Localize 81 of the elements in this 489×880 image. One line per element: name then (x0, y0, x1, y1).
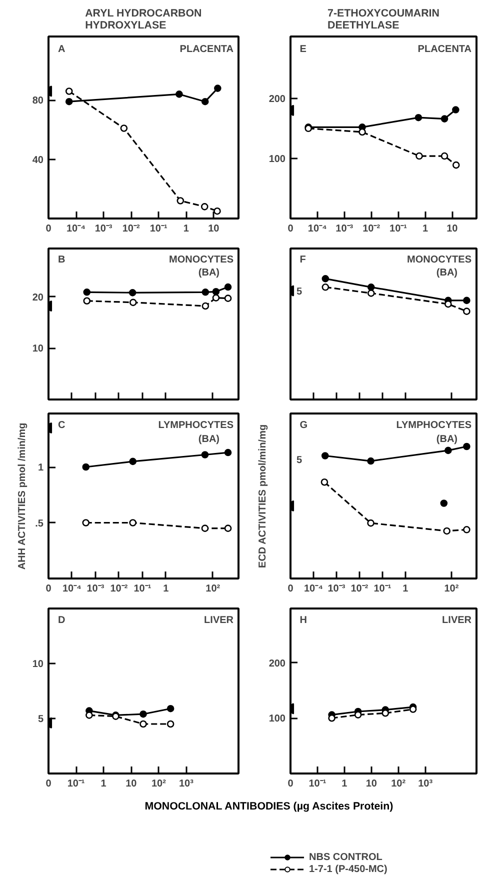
annotation: C (58, 420, 66, 432)
x-tick-label: 10³ (418, 778, 434, 790)
x-tick-label: 10 (366, 778, 378, 790)
y-tick-label: 20 (32, 292, 44, 304)
annotation: PLACENTA (418, 44, 472, 55)
y-tick-label: .5 (35, 518, 44, 530)
annotation: H (300, 615, 308, 626)
legend-label: NBS CONTROL (309, 851, 382, 863)
x-tick-label: 10⁻⁴ (62, 584, 82, 594)
text: (BA) (436, 434, 458, 446)
x-tick-label: 10² (151, 778, 167, 790)
annotation: PLACENTA (180, 44, 234, 55)
text: G (300, 420, 308, 432)
x-tick-label: 0 (288, 778, 294, 790)
x-tick-label: 0 (46, 778, 52, 790)
x-tick-label: 1 (342, 778, 348, 790)
annotation: B (58, 254, 66, 266)
text: LYMPHOCYTES (396, 420, 472, 432)
x-tick-label: 10⁻³ (94, 224, 113, 234)
x-tick-label: 0 (46, 584, 52, 594)
x-tick-label: 10⁻¹ (390, 224, 408, 234)
text: (BA) (436, 267, 458, 278)
x-tick-label: 10⁻¹ (150, 224, 168, 234)
x-axis-title: MONOCLONAL ANTIBODIES (µg Ascites Protein) (144, 800, 394, 813)
chart-title: ARYL HYDROCARBON HYDROXYLASE (85, 8, 202, 32)
annotation: 5 (296, 286, 302, 298)
x-tick-label: 1 (402, 584, 409, 594)
annotation: D (58, 615, 66, 626)
x-tick-label: 10⁻³ (328, 584, 346, 594)
x-tick-label: 10⁻² (362, 224, 381, 234)
y-tick-label: 1 (38, 462, 44, 474)
annotation: LYMPHOCYTES (158, 420, 234, 432)
y-tick-label: 80 (32, 96, 44, 107)
x-tick-label: 0 (288, 584, 294, 594)
annotation: LIVER (442, 615, 472, 626)
x-tick-label: 10⁻¹ (308, 778, 327, 790)
x-tick-label: 10 (126, 778, 138, 790)
x-tick-label: 1 (163, 584, 170, 594)
y-axis-title: ECD ACTIVITIES pmol/min/mg (258, 424, 268, 568)
legend-label: 1-7-1 (P-450-MC) (309, 863, 388, 875)
y-tick-label: 200 (268, 94, 286, 105)
annotation: A (58, 44, 66, 55)
y-tick-label: 5 (38, 714, 44, 725)
x-tick-label: 10⁻¹ (67, 778, 86, 790)
annotation: LIVER (204, 615, 234, 626)
x-tick-label: 10⁻³ (336, 224, 354, 234)
x-tick-label: 10⁻³ (86, 584, 105, 594)
x-tick-label: 10 (208, 224, 220, 234)
x-tick-label: 10⁻¹ (134, 584, 152, 594)
text: F (300, 254, 306, 266)
x-tick-label: 1 (100, 778, 107, 790)
x-tick-label: 1 (183, 224, 190, 234)
y-tick-label: 100 (268, 714, 286, 725)
y-tick-label: 100 (268, 154, 286, 165)
x-tick-label: 0 (46, 224, 52, 234)
text: MONOCYTES (407, 254, 472, 266)
y-tick-label: 40 (32, 154, 44, 166)
annotation: E (300, 44, 307, 55)
x-tick-label: 10⁻⁴ (304, 584, 324, 594)
y-tick-label: 10 (32, 344, 44, 355)
x-tick-label: 10⁻¹ (374, 584, 392, 594)
x-tick-label: 1 (422, 224, 428, 234)
x-tick-label: 10⁻⁴ (66, 224, 86, 234)
annotation: 5 (296, 455, 302, 466)
x-tick-label: 0 (288, 224, 294, 234)
chart-title: 7-ETHOXYCOUMARIN DEETHYLASE (328, 8, 440, 32)
x-tick-label: 10⁻² (350, 584, 369, 594)
x-tick-label: 10² (391, 778, 406, 790)
x-tick-label: 10³ (179, 778, 194, 790)
x-tick-label: 10² (444, 584, 460, 594)
annotation: (BA) (198, 434, 220, 446)
annotation: MONOCYTES (169, 254, 234, 266)
x-tick-label: 10⁻⁴ (308, 224, 328, 234)
y-tick-label: 200 (268, 658, 286, 670)
x-tick-label: 10² (206, 584, 221, 594)
y-axis-title: AHH ACTIVITIES pmol /min/mg (17, 422, 28, 570)
x-tick-label: 10⁻² (110, 584, 128, 594)
y-tick-label: 10 (32, 659, 44, 670)
x-tick-label: 10 (446, 224, 458, 234)
annotation: (BA) (198, 267, 220, 278)
x-tick-label: 10⁻² (122, 224, 140, 234)
